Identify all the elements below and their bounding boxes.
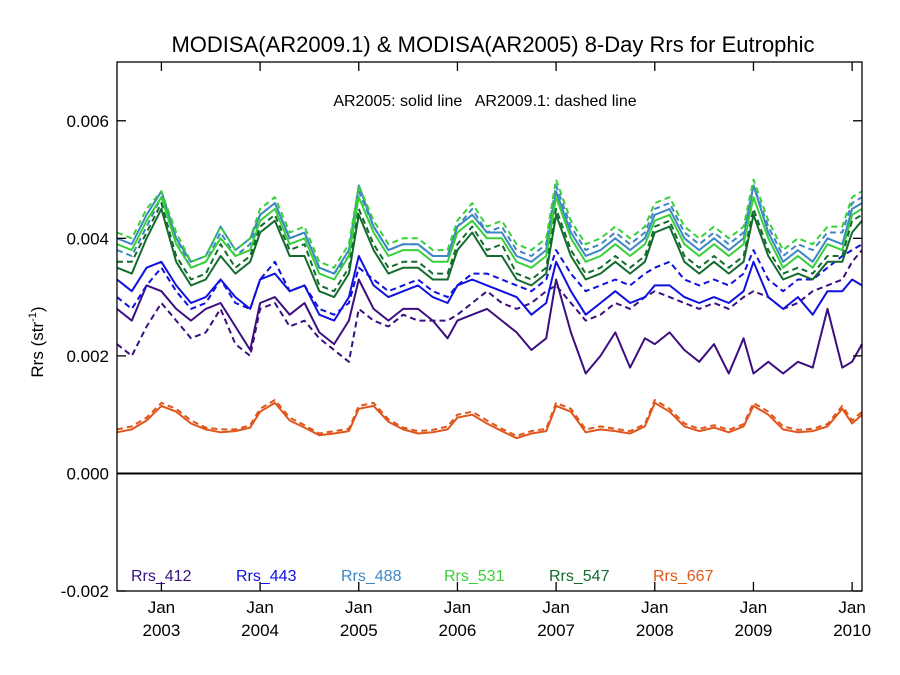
legend-entry-rrs-443: Rrs_443: [236, 568, 297, 585]
rrs-547-solid-line: [116, 207, 863, 299]
x-tick-label-year: 2007: [537, 621, 575, 640]
y-tick-label: 0.000: [66, 464, 109, 483]
x-tick-label-year: 2004: [241, 621, 279, 640]
rrs-531-dashed-line: [116, 178, 863, 269]
y-axis-label-close: ): [28, 306, 47, 312]
rrs-488-dashed-line: [116, 184, 863, 275]
x-tick-label-year: 2003: [142, 621, 180, 640]
legend-entry-rrs-547: Rrs_547: [549, 568, 610, 585]
legend-entry-rrs-488: Rrs_488: [341, 568, 402, 585]
x-tick-label-month: Jan: [148, 598, 175, 617]
y-axis-label-superscript: -1: [27, 312, 39, 322]
rrs-412-dashed-line: [116, 249, 863, 363]
x-tick-label-month: Jan: [740, 598, 767, 617]
legend: Rrs_412 Rrs_443 Rrs_488 Rrs_531 Rrs_547 Rrs_6…: [131, 568, 714, 585]
rrs-412-solid-line: [116, 278, 863, 375]
x-tick-label-year: 2005: [340, 621, 378, 640]
x-tick-label-month: Jan: [246, 598, 273, 617]
x-tick-label-month: Jan: [345, 598, 372, 617]
plot-frame: [116, 61, 863, 592]
line-style-annotation: AR2005: solid line AR2009.1: dashed line: [333, 93, 636, 110]
x-tick-label-month: Jan: [444, 598, 471, 617]
x-tick-label-year: 2008: [636, 621, 674, 640]
x-tick-label-month: Jan: [838, 598, 865, 617]
legend-entry-rrs-412: Rrs_412: [131, 568, 192, 585]
x-tick-label-month: Jan: [542, 598, 569, 617]
y-axis-label: Rrs (str-1): [27, 306, 47, 377]
y-tick-label: 0.004: [66, 229, 109, 248]
chart-title: MODISA(AR2009.1) & MODISA(AR2005) 8-Day …: [171, 32, 814, 57]
rrs-547-dashed-line: [117, 202, 863, 293]
rrs-667-solid-line: [116, 401, 863, 440]
legend-entry-rrs-667: Rrs_667: [653, 568, 714, 585]
y-axis-label-main: Rrs (str: [28, 322, 47, 378]
legend-entry-rrs-531: Rrs_531: [444, 568, 505, 585]
y-tick-label: -0.002: [61, 582, 109, 601]
rrs-667-dashed-line: [116, 399, 863, 437]
y-tick-label: 0.002: [66, 347, 109, 366]
rrs-531-solid-line: [116, 196, 863, 281]
x-tick-label-year: 2009: [735, 621, 773, 640]
x-tick-label-month: Jan: [641, 598, 668, 617]
y-tick-label: 0.006: [66, 112, 109, 131]
y-axis-ticks: -0.002 0.000 0.002 0.004 0.006: [61, 112, 862, 601]
plot-lines: [116, 178, 863, 440]
rrs-443-dashed-line: [116, 243, 863, 316]
x-tick-label-year: 2006: [439, 621, 477, 640]
x-tick-label-year: 2010: [833, 621, 871, 640]
x-axis-ticks: Jan 2003 Jan 2004 Jan 2005 Jan 2006 Jan 2007 Jan 20…: [142, 62, 871, 640]
